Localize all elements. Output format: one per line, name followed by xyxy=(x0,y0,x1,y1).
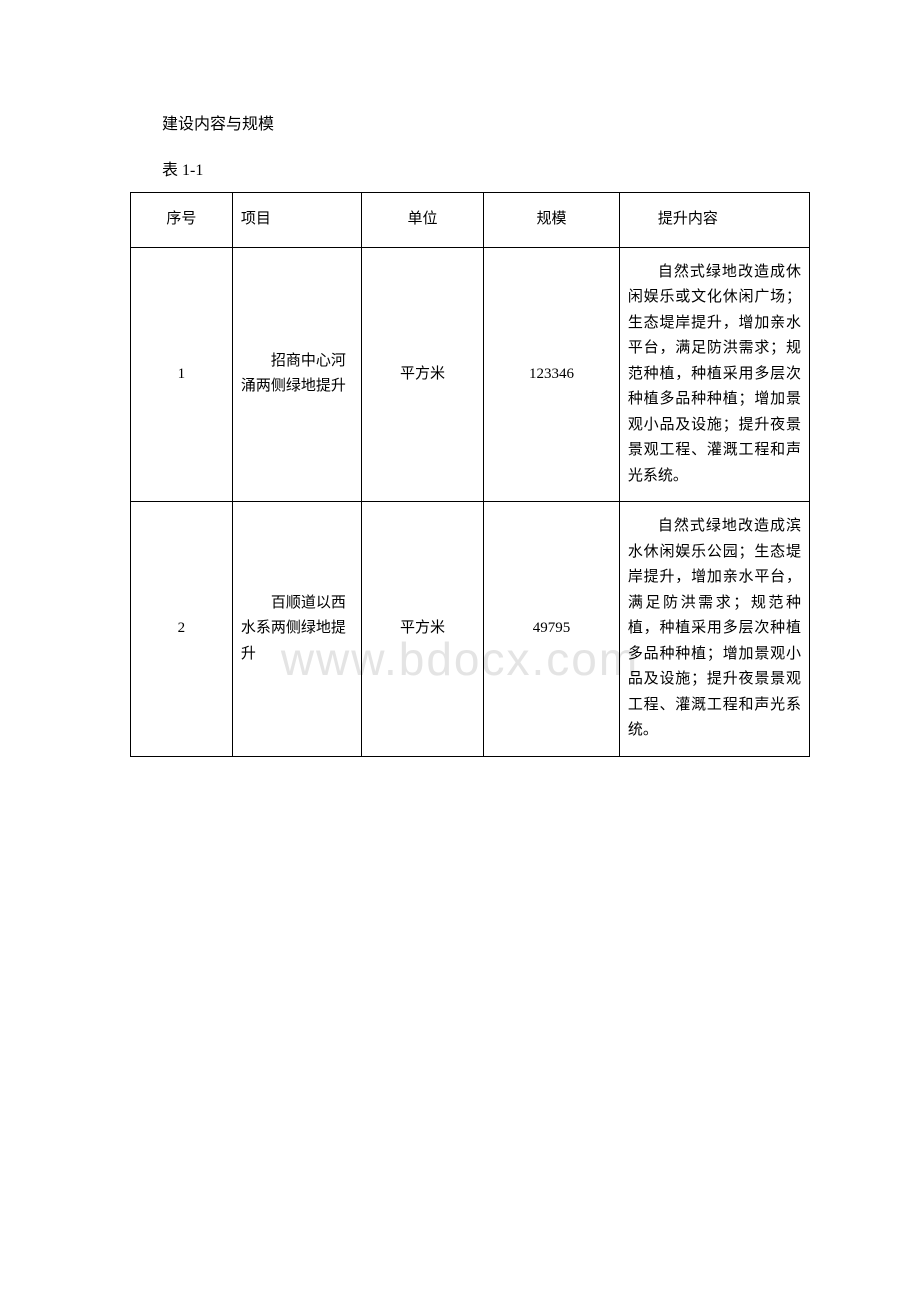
header-project: 项目 xyxy=(232,193,361,248)
table-header-row: 序号 项目 单位 规模 提升内容 xyxy=(131,193,810,248)
cell-project: 百顺道以西水系两侧绿地提升 xyxy=(232,502,361,757)
table-row: 1 招商中心河涌两侧绿地提升 平方米 123346 自然式绿地改造成休闲娱乐或文… xyxy=(131,247,810,502)
table-caption: 表 1-1 xyxy=(130,156,810,180)
cell-desc: 自然式绿地改造成休闲娱乐或文化休闲广场；生态堤岸提升，增加亲水平台，满足防洪需求… xyxy=(619,247,809,502)
header-seq: 序号 xyxy=(131,193,233,248)
table-row: 2 百顺道以西水系两侧绿地提升 平方米 49795 自然式绿地改造成滨水休闲娱乐… xyxy=(131,502,810,757)
header-desc: 提升内容 xyxy=(619,193,809,248)
cell-desc: 自然式绿地改造成滨水休闲娱乐公园；生态堤岸提升，增加亲水平台，满足防洪需求；规范… xyxy=(619,502,809,757)
cell-unit: 平方米 xyxy=(361,502,483,757)
document-title: 建设内容与规模 xyxy=(130,110,810,134)
construction-table: 序号 项目 单位 规模 提升内容 1 招商中心河涌两侧绿地提升 平方米 1233… xyxy=(130,192,810,757)
cell-seq: 2 xyxy=(131,502,233,757)
cell-project: 招商中心河涌两侧绿地提升 xyxy=(232,247,361,502)
header-unit: 单位 xyxy=(361,193,483,248)
cell-scale: 123346 xyxy=(484,247,620,502)
header-scale: 规模 xyxy=(484,193,620,248)
cell-scale: 49795 xyxy=(484,502,620,757)
cell-seq: 1 xyxy=(131,247,233,502)
cell-unit: 平方米 xyxy=(361,247,483,502)
